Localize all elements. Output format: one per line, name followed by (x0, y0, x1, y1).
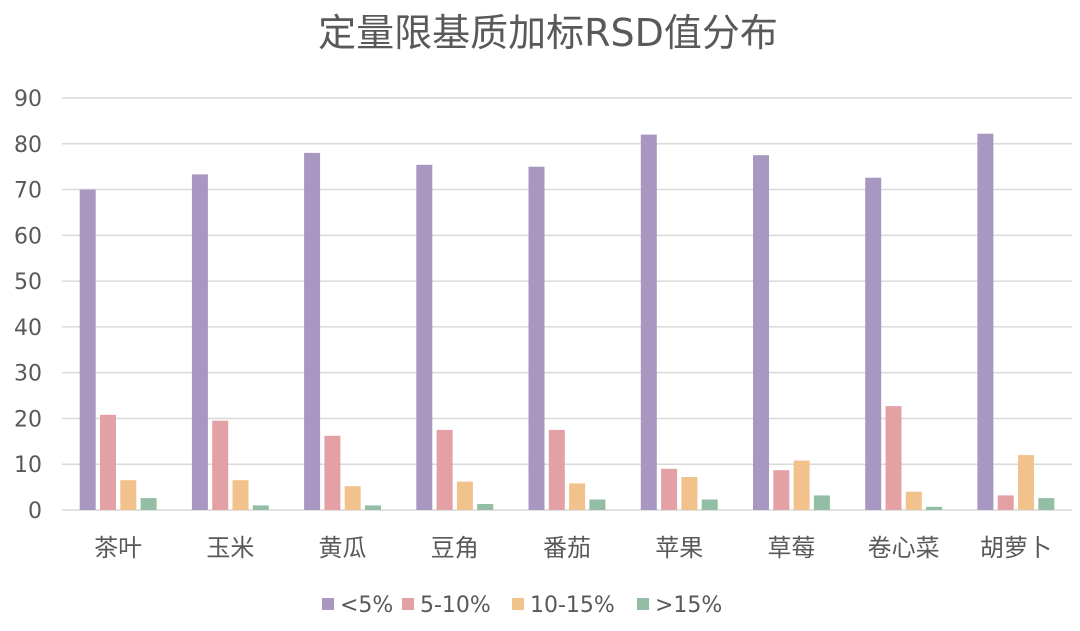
bar (589, 499, 606, 510)
bar (324, 435, 341, 510)
bar (416, 164, 433, 511)
gridlines (62, 97, 1072, 511)
bar (793, 460, 810, 510)
legend-label: >15% (655, 593, 722, 618)
y-tick-label: 60 (14, 224, 42, 249)
bars (79, 133, 1055, 511)
legend-item: 5-10% (402, 593, 491, 618)
bar (773, 470, 790, 510)
bar (365, 505, 381, 510)
y-tick-label: 10 (14, 453, 42, 478)
legend-label: 5-10% (420, 593, 491, 618)
legend-swatch (402, 598, 414, 610)
x-category-label: 茶叶 (94, 534, 142, 562)
legend-swatch (637, 598, 649, 610)
bar (681, 477, 698, 510)
bar (528, 166, 545, 510)
bar (1038, 498, 1055, 510)
bar (120, 480, 137, 510)
y-tick-label: 40 (14, 316, 42, 341)
bar (977, 133, 994, 510)
bar (344, 486, 361, 510)
legend-swatch (322, 598, 334, 610)
legend-label: <5% (340, 593, 393, 618)
bar (1018, 455, 1034, 510)
bar (661, 468, 678, 510)
y-tick-label: 90 (14, 87, 42, 112)
y-tick-label: 30 (14, 362, 42, 387)
legend-item: >15% (637, 593, 722, 618)
bar (100, 414, 116, 510)
bar (569, 483, 586, 510)
bar (548, 429, 565, 510)
x-category-label: 胡萝卜 (980, 534, 1052, 562)
bar (304, 152, 321, 510)
legend-item: <5% (322, 593, 393, 618)
bar (436, 429, 453, 510)
bar (813, 495, 830, 510)
x-category-label: 草莓 (767, 534, 815, 562)
y-tick-label: 0 (28, 499, 42, 524)
x-category-label: 卷心菜 (868, 534, 940, 562)
bar (191, 174, 208, 510)
legend: <5% 5-10% 10-15% >15% (322, 593, 722, 618)
bar (701, 499, 718, 510)
bar (865, 177, 882, 510)
bar (997, 495, 1014, 510)
chart-title: 定量限基质加标RSD值分布 (318, 11, 778, 55)
bar (477, 504, 494, 510)
x-category-label: 黄瓜 (319, 534, 367, 562)
bar (456, 481, 473, 510)
bar (232, 480, 249, 510)
y-axis: 0 10 20 30 40 50 60 70 80 90 (14, 87, 42, 524)
x-category-label: 苹果 (655, 534, 703, 562)
bar (640, 134, 657, 510)
legend-label: 10-15% (530, 593, 615, 618)
y-tick-label: 20 (14, 407, 42, 432)
x-axis: 茶叶 玉米 黄瓜 豆角 番茄 苹果 草莓 卷心菜 胡萝卜 (94, 534, 1052, 562)
bar (753, 155, 769, 510)
x-category-label: 豆角 (431, 534, 479, 562)
y-tick-label: 80 (14, 133, 42, 158)
bar (252, 505, 269, 510)
x-category-label: 番茄 (543, 534, 591, 562)
bar (79, 189, 96, 510)
y-tick-label: 70 (14, 179, 42, 204)
bar (905, 491, 922, 510)
legend-swatch (512, 598, 524, 610)
bar (926, 506, 943, 510)
bar (140, 498, 157, 510)
legend-item: 10-15% (512, 593, 615, 618)
bar (212, 420, 229, 510)
x-category-label: 玉米 (206, 534, 254, 562)
y-tick-label: 50 (14, 270, 42, 295)
bar (885, 406, 902, 510)
